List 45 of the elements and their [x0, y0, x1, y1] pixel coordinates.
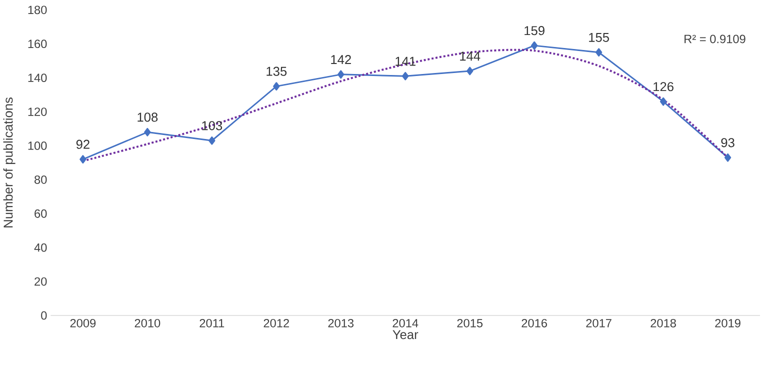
x-tick-label: 2014 [392, 319, 418, 328]
y-tick-label: 60 [34, 209, 47, 218]
point [724, 153, 732, 162]
data-label: 141 [396, 56, 416, 66]
x-tick-label: 2017 [586, 319, 612, 328]
y-tick-label: 160 [28, 40, 47, 48]
point [208, 136, 216, 145]
x-tick-label: 2011 [200, 319, 224, 328]
data-label: 126 [654, 82, 674, 92]
x-tick-label: 2009 [70, 319, 96, 328]
y-axis-title: Number of publications [3, 98, 16, 228]
point [273, 82, 280, 91]
point [80, 155, 86, 164]
y-tick-label: 0 [41, 311, 47, 320]
data-label: 144 [460, 52, 480, 61]
point [338, 70, 344, 79]
point [466, 66, 474, 76]
x-tick-label: 2019 [715, 319, 740, 328]
data-label: 92 [76, 140, 90, 149]
data-label: 155 [589, 33, 609, 42]
point [402, 72, 409, 80]
x-tick-label: 2013 [328, 319, 354, 328]
data-label: 135 [266, 66, 287, 76]
y-tick-label: 180 [28, 6, 47, 14]
annotation: R² = 0.9109 [684, 34, 746, 44]
x-axis-title: Year [392, 330, 418, 340]
y-tick-label: 80 [34, 176, 47, 184]
data-label: 93 [721, 138, 734, 148]
point [144, 128, 151, 136]
x-tick-label: 2010 [134, 319, 160, 328]
x-tick-label: 2018 [650, 319, 676, 328]
x-tick-label: 2012 [264, 319, 289, 328]
y-tick-label: 100 [28, 142, 47, 150]
y-tick-label: 140 [28, 74, 47, 82]
point [530, 41, 538, 50]
y-tick-label: 120 [28, 108, 47, 116]
y-tick-label: 40 [34, 243, 47, 252]
point [660, 97, 667, 106]
data-label: 108 [138, 112, 158, 122]
point [595, 48, 602, 57]
x-tick-label: 2016 [522, 319, 547, 328]
y-tick-label: 20 [34, 277, 47, 286]
x-tick-label: 2015 [457, 319, 483, 328]
data-label: 159 [524, 26, 544, 36]
data-label: 142 [331, 55, 351, 64]
